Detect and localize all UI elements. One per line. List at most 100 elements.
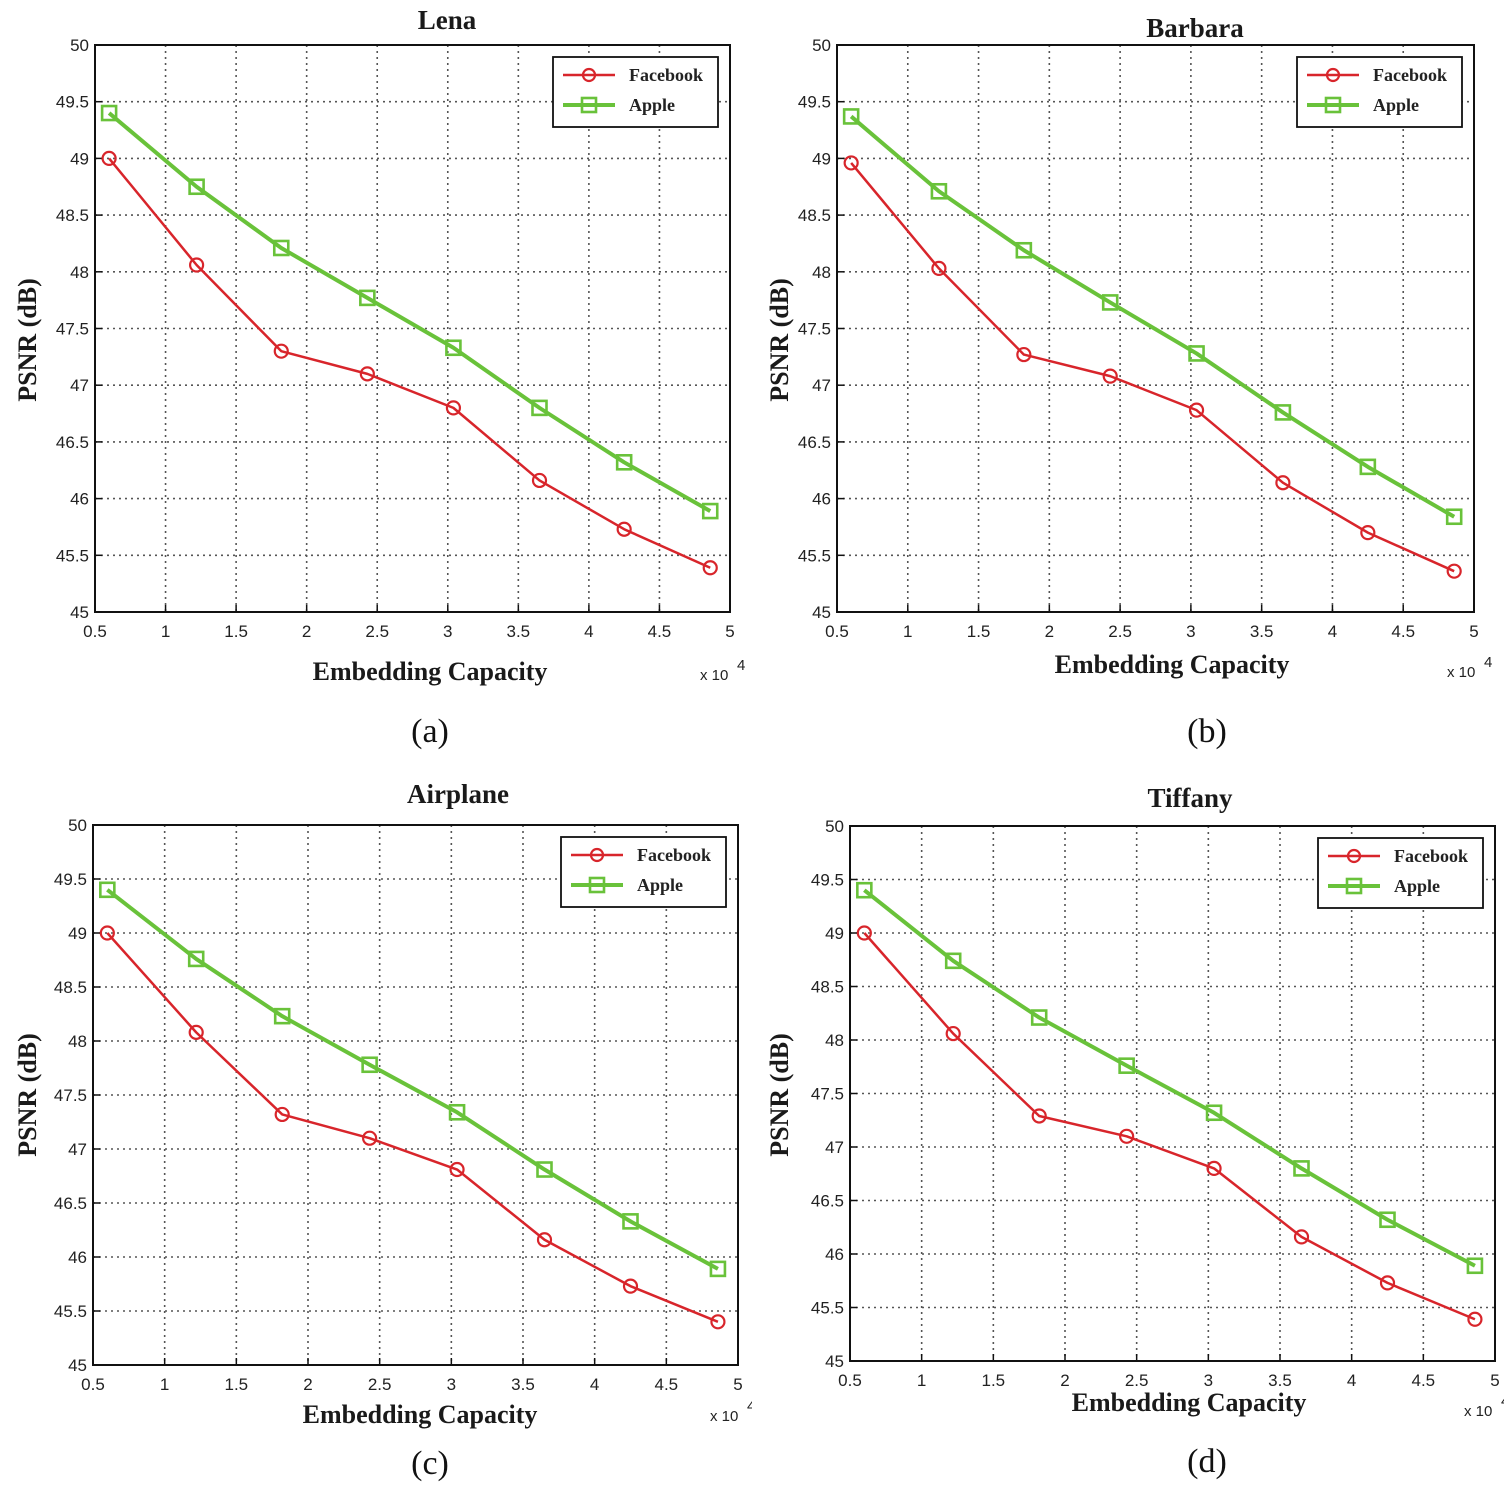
y-tick-label: 47.5	[798, 320, 831, 339]
series-line-facebook	[106, 932, 719, 1323]
x-tick-label: 4.5	[1391, 622, 1415, 641]
chart-svg: 0.5 1 1.5 2 2.5 3 3.5 4 4.5 5 45 45.5 46 46.5 47 47.5 48…	[765, 13, 1492, 750]
data-point-facebook	[1293, 1229, 1310, 1245]
y-axis-label: PSNR (dB)	[765, 278, 794, 402]
y-tick-label: 46.5	[811, 1192, 844, 1211]
y-tick-label: 49.5	[811, 871, 844, 890]
y-tick-label: 46.5	[798, 433, 831, 452]
data-point-facebook	[1031, 1108, 1047, 1124]
chart-title: Tiffany	[1147, 783, 1233, 813]
y-tick-label: 50	[68, 816, 87, 835]
legend: Facebook Apple	[1296, 56, 1463, 128]
legend-label-apple: Apple	[1394, 876, 1440, 896]
y-tick-label: 47	[70, 376, 89, 395]
series-facebook	[843, 155, 1462, 579]
series-facebook	[101, 150, 718, 576]
legend: Facebook Apple	[1317, 837, 1484, 909]
data-point-facebook	[622, 1278, 639, 1294]
y-tick-label: 45.5	[56, 546, 89, 565]
data-point-facebook	[445, 400, 462, 416]
legend-label-facebook: Facebook	[1373, 65, 1447, 85]
data-point-apple	[709, 1260, 727, 1278]
data-point-apple	[1274, 404, 1292, 421]
x-tick-label: 1	[903, 622, 912, 641]
x-tick-label: 0.5	[838, 1371, 862, 1390]
data-point-facebook	[531, 472, 548, 489]
series-line-apple	[107, 111, 712, 513]
panel-c: 0.5 1 1.5 2 2.5 3 3.5 4 4.5 5 45 45.5 46 46.5 47 47.5 48…	[0, 770, 752, 1493]
x-tick-label: 4.5	[1412, 1371, 1436, 1390]
x-exponent-power: 4	[737, 657, 745, 674]
x-tick-label: 0.5	[81, 1375, 105, 1394]
y-tick-label: 48	[70, 263, 89, 282]
y-tick-label: 49.5	[54, 870, 87, 889]
series-facebook	[99, 925, 726, 1330]
data-point-apple	[448, 1103, 466, 1121]
grid	[850, 826, 1495, 1361]
y-tick-label: 49	[825, 924, 844, 943]
legend-label-facebook: Facebook	[637, 845, 711, 865]
x-tick-label: 3.5	[1250, 622, 1274, 641]
data-point-apple	[842, 108, 860, 125]
y-tick-label: 48.5	[54, 978, 87, 997]
data-point-apple	[622, 1213, 639, 1230]
y-tick-label: 49.5	[56, 93, 89, 112]
data-point-facebook	[188, 1024, 204, 1040]
x-axis-label: Embedding Capacity	[1055, 650, 1290, 679]
data-point-facebook	[1467, 1311, 1483, 1327]
chart-title: Lena	[418, 5, 477, 35]
data-point-facebook	[856, 925, 872, 941]
y-tick-label: 45	[70, 603, 89, 622]
y-tick-label: 48.5	[811, 978, 844, 997]
y-tick-label: 48	[825, 1031, 844, 1050]
data-point-facebook	[274, 1106, 290, 1123]
data-point-apple	[1188, 345, 1205, 362]
x-tick-label: 3.5	[507, 622, 531, 641]
data-point-apple	[99, 881, 116, 899]
y-tick-label: 46	[825, 1245, 844, 1264]
subplot-label: (b)	[1187, 713, 1227, 750]
data-point-apple	[930, 182, 948, 200]
y-tick-label: 47	[825, 1138, 844, 1157]
data-point-facebook	[359, 366, 375, 382]
x-tick-label: 1.5	[224, 622, 248, 641]
data-point-facebook	[1119, 1128, 1135, 1144]
y-axis-label: PSNR (dB)	[13, 1033, 42, 1157]
y-tick-label: 46.5	[56, 433, 89, 452]
series-apple	[856, 881, 1484, 1275]
legend-marker-apple	[1345, 877, 1363, 895]
y-tick-label: 50	[825, 817, 844, 836]
legend-marker-apple	[580, 96, 598, 114]
x-tick-label: 1	[160, 1375, 169, 1394]
data-point-apple	[188, 178, 205, 196]
legend-box	[1317, 837, 1484, 909]
subplot-label: (a)	[411, 713, 449, 750]
data-point-apple	[1293, 1160, 1310, 1177]
series-apple	[99, 881, 727, 1278]
series-line-apple	[106, 888, 719, 1271]
legend-label-apple: Apple	[629, 95, 675, 115]
y-tick-label: 45	[825, 1352, 844, 1371]
series-line-facebook	[108, 157, 711, 569]
panel-a: 0.5 1 1.5 2 2.5 3 3.5 4 4.5 5 45 45.5 46 46.5 47 47.5 48…	[0, 0, 752, 760]
data-point-apple	[856, 881, 873, 899]
data-point-facebook	[710, 1314, 726, 1330]
x-exponent-label: x 10	[700, 667, 728, 684]
x-tick-label: 2	[1045, 622, 1054, 641]
data-point-apple	[1466, 1257, 1484, 1275]
chart-svg: 0.5 1 1.5 2 2.5 3 3.5 4 4.5 5 45 45.5 46 46.5 47 47.5 48…	[765, 783, 1504, 1480]
x-tick-label: 4	[1347, 1371, 1356, 1390]
x-tick-label: 1.5	[225, 1375, 249, 1394]
data-point-apple	[1118, 1057, 1135, 1074]
y-tick-label: 46	[70, 490, 89, 509]
y-tick-label: 46	[812, 490, 831, 509]
x-tick-label: 2	[302, 622, 311, 641]
x-tick-label: 2.5	[1125, 1371, 1149, 1390]
data-point-apple	[1205, 1104, 1223, 1122]
data-point-apple	[1445, 508, 1463, 526]
data-point-apple	[615, 454, 633, 471]
data-point-facebook	[702, 560, 718, 576]
data-point-facebook	[1360, 525, 1376, 541]
plot-area	[95, 45, 730, 612]
y-tick-label: 47.5	[811, 1085, 844, 1104]
